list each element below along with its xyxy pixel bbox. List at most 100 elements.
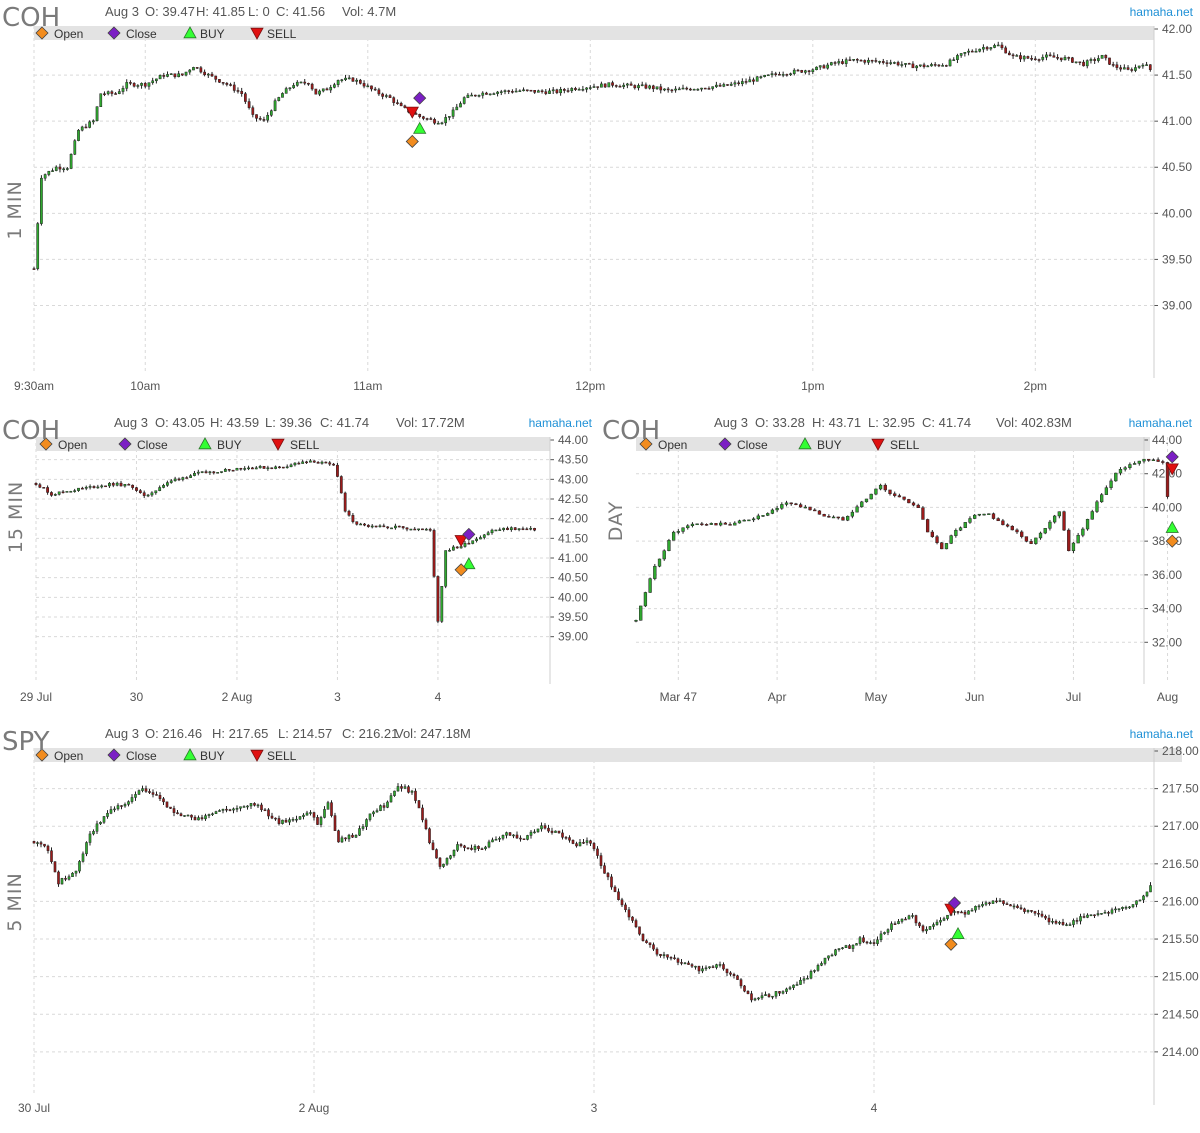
legend-close-label: Close xyxy=(126,749,157,763)
candle-body xyxy=(511,91,514,93)
candle-body xyxy=(1038,532,1043,539)
candle-body xyxy=(514,90,518,93)
candle-body xyxy=(463,845,466,848)
candle-body xyxy=(99,93,103,107)
y-tick-label: 44.00 xyxy=(1152,433,1182,447)
brand-link[interactable]: hamaha.net xyxy=(529,416,593,430)
candle-body xyxy=(610,876,613,888)
candle-body xyxy=(336,80,340,85)
symbol-label: SPY xyxy=(2,727,50,757)
brand-link[interactable]: hamaha.net xyxy=(1129,416,1193,430)
candle-body xyxy=(1104,487,1109,495)
candle-body xyxy=(449,855,452,859)
candle-body xyxy=(389,795,393,803)
candle-body xyxy=(763,74,766,77)
candle-body xyxy=(998,900,1002,902)
candle-body xyxy=(629,83,633,86)
candle-body xyxy=(860,501,864,508)
candle-body xyxy=(935,536,939,543)
candle-body xyxy=(1059,57,1063,61)
candle-body xyxy=(150,492,154,496)
candle-body xyxy=(878,484,883,490)
candle-body xyxy=(141,788,144,791)
candle-body xyxy=(956,911,960,913)
candle-body xyxy=(937,64,941,67)
candle-body xyxy=(394,525,397,529)
candle-body xyxy=(596,848,599,856)
candle-body xyxy=(764,994,767,996)
candle-body xyxy=(176,812,179,815)
legend-close-icon xyxy=(107,748,121,762)
candle-body xyxy=(433,119,436,124)
candle-body xyxy=(559,89,562,94)
candle-body xyxy=(512,834,515,837)
candle-body xyxy=(114,93,117,95)
candle-body xyxy=(400,786,403,789)
candle-body xyxy=(451,546,455,551)
candle-body xyxy=(1045,54,1048,58)
candle-body xyxy=(993,45,996,48)
quote-high: H: 41.85 xyxy=(196,4,245,19)
candle-body xyxy=(481,92,485,96)
candle-body xyxy=(1052,515,1057,523)
candle-body xyxy=(69,491,73,493)
candle-body xyxy=(207,814,211,816)
candle-body xyxy=(592,86,596,88)
candle-body xyxy=(794,503,798,506)
candle-body xyxy=(127,801,130,805)
candle-body xyxy=(655,948,659,955)
candle-body xyxy=(918,64,922,67)
quote-high: H: 43.59 xyxy=(210,415,259,430)
candle-body xyxy=(102,816,106,823)
candle-body xyxy=(911,63,915,69)
candle-body xyxy=(1016,905,1019,908)
brand-link[interactable]: hamaha.net xyxy=(1130,5,1194,19)
candle-body xyxy=(61,491,65,494)
candle-body xyxy=(638,926,641,935)
candle-body xyxy=(869,493,873,500)
candle-body xyxy=(1104,54,1108,59)
quote-open: O: 216.46 xyxy=(145,726,202,741)
y-tick-label: 217.00 xyxy=(1162,819,1199,833)
candle-body xyxy=(709,523,713,525)
trade-markers xyxy=(1165,450,1179,548)
candle-body xyxy=(600,83,603,88)
candle-body xyxy=(444,117,448,124)
candle-body xyxy=(1074,61,1078,64)
y-tick-label: 41.00 xyxy=(1162,114,1192,128)
candle-body xyxy=(193,472,196,476)
candle-body xyxy=(424,819,428,829)
candle-body xyxy=(73,140,77,155)
open-marker xyxy=(639,437,653,451)
candle-body xyxy=(328,462,332,465)
candle-body xyxy=(1108,57,1111,65)
candle-body xyxy=(677,88,681,91)
candle-body xyxy=(904,63,907,65)
candle-body xyxy=(418,113,422,117)
buy-marker xyxy=(198,437,212,450)
candle-body xyxy=(932,924,935,927)
candle-body xyxy=(492,93,496,95)
candle-body xyxy=(147,82,151,87)
candle-body xyxy=(1057,511,1061,517)
candle-body xyxy=(859,59,863,62)
candle-body xyxy=(1068,924,1072,926)
candle-body xyxy=(1145,891,1149,897)
candle-body xyxy=(1124,906,1128,909)
candle-body xyxy=(750,993,753,1001)
x-tick-label: 3 xyxy=(334,690,341,704)
candle-body xyxy=(578,842,582,847)
brand-link[interactable]: hamaha.net xyxy=(1130,727,1194,741)
candle-body xyxy=(188,69,192,73)
candle-body xyxy=(127,483,131,486)
candle-body xyxy=(100,485,104,488)
candle-body xyxy=(1107,912,1110,914)
candle-body xyxy=(844,945,848,948)
candle-body xyxy=(1090,511,1094,520)
candle-body xyxy=(851,944,855,949)
candle-body xyxy=(774,73,778,75)
candle-body xyxy=(529,528,533,530)
legend-close-icon xyxy=(718,437,732,451)
candle-body xyxy=(88,833,92,843)
candle-body xyxy=(488,93,492,96)
